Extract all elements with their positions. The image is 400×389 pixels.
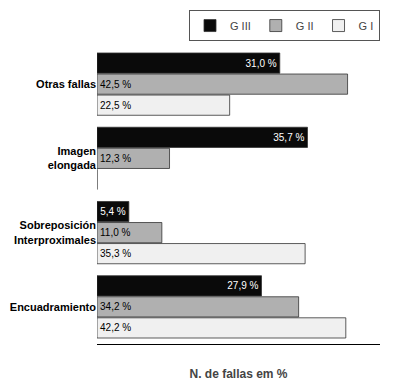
svg-text:5,4 %: 5,4 % bbox=[100, 206, 126, 217]
svg-text:42,2 %: 42,2 % bbox=[100, 322, 131, 333]
svg-text:Encuadramiento: Encuadramiento bbox=[10, 301, 96, 313]
svg-text:35,7 %: 35,7 % bbox=[273, 132, 304, 143]
svg-text:34,2 %: 34,2 % bbox=[100, 301, 131, 312]
svg-text:27,9 %: 27,9 % bbox=[227, 280, 258, 291]
svg-text:31,0 %: 31,0 % bbox=[246, 58, 277, 69]
svg-text:Imagenelongada: Imagenelongada bbox=[48, 145, 97, 171]
svg-text:35,3 %: 35,3 % bbox=[100, 248, 131, 259]
svg-text:22,5 %: 22,5 % bbox=[100, 100, 131, 111]
svg-text:12,3 %: 12,3 % bbox=[100, 153, 131, 164]
svg-text:G III: G III bbox=[230, 20, 251, 32]
svg-text:Otras fallas: Otras fallas bbox=[36, 78, 96, 90]
svg-text:42,5 %: 42,5 % bbox=[100, 79, 131, 90]
svg-text:11,0 %: 11,0 % bbox=[100, 227, 130, 238]
svg-text:G I: G I bbox=[359, 20, 374, 32]
svg-text:N. de fallas em %: N. de fallas em % bbox=[189, 367, 287, 381]
svg-text:SobreposiciónInterproximales: SobreposiciónInterproximales bbox=[14, 219, 96, 245]
svg-text:G II: G II bbox=[296, 20, 314, 32]
